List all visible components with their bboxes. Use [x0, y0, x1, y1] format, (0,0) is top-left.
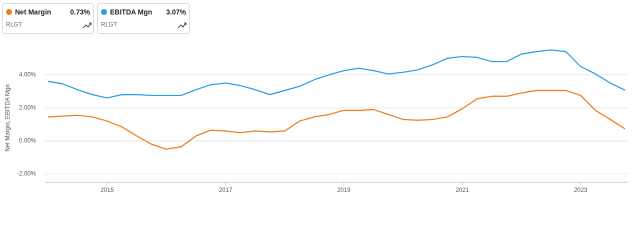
legend-label: EBITDA Mgn	[110, 9, 152, 16]
y-tick-label: -2.00%	[17, 172, 37, 178]
x-tick-label: 2015	[100, 188, 114, 194]
x-tick-label: 2023	[574, 188, 588, 194]
y-tick-label: 2.00%	[19, 105, 37, 111]
y-tick-label: 0.00%	[19, 139, 37, 145]
x-tick-label: 2019	[337, 188, 351, 194]
legend-ticker: RLGT	[6, 23, 22, 29]
legend-card[interactable]	[97, 3, 190, 34]
x-tick-label: 2021	[456, 188, 470, 194]
series-line	[47, 49, 626, 99]
x-tick-label: 2017	[219, 188, 233, 194]
trend-icon	[82, 22, 92, 29]
legend-value: 0.73%	[70, 9, 91, 16]
trend-icon	[177, 22, 187, 29]
legend-swatch	[6, 9, 12, 15]
legend-ticker: RLGT	[101, 23, 117, 29]
y-tick-label: 4.00%	[19, 72, 37, 78]
legend-card[interactable]	[2, 3, 94, 34]
legend-value: 3.07%	[166, 9, 187, 16]
legend-label: Net Margin	[15, 9, 51, 16]
series-line	[47, 89, 626, 150]
legend-swatch	[101, 9, 107, 15]
y-axis-label: Net Margin, EBITDA Mgn	[6, 84, 12, 151]
chart: Net Margin, EBITDA Mgn Net Margin 0.73% RL…	[2, 3, 628, 194]
